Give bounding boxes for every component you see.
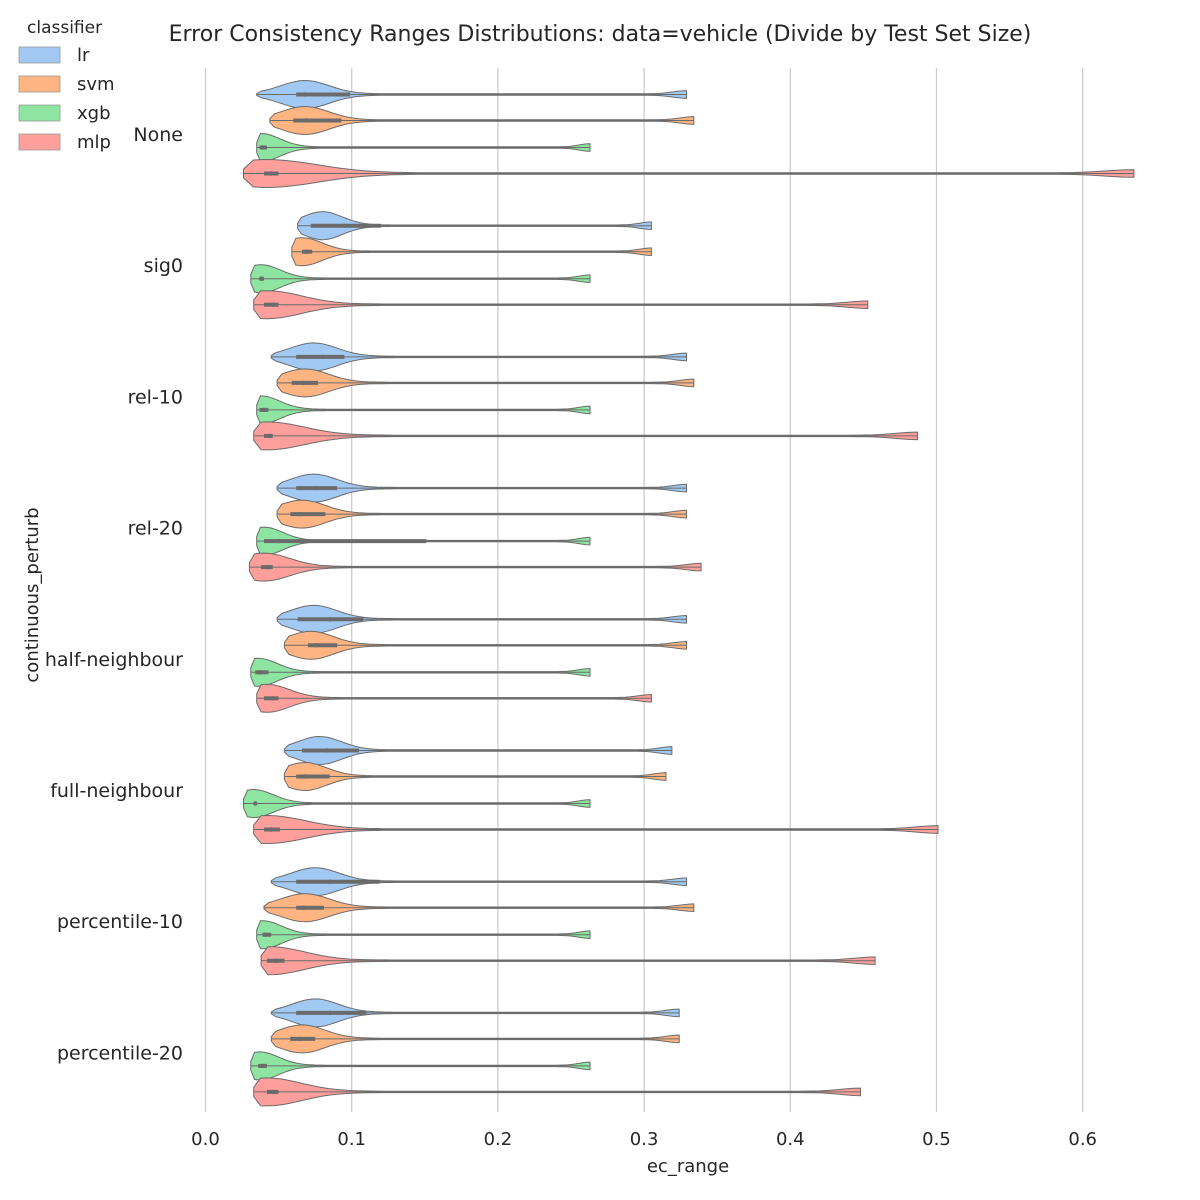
violin-xgb-percentile-10: [256, 920, 591, 950]
legend: classifier lr svm xgb mlp: [18, 18, 115, 153]
violin-median-point: [269, 827, 274, 832]
violin-xgb-rel-20: [256, 526, 591, 556]
violin-median-point: [260, 1063, 265, 1069]
violin-lr-rel-20: [276, 473, 687, 503]
violin-lr-sig0: [297, 211, 652, 241]
violin-median-point: [304, 249, 309, 254]
violin-median-point: [270, 302, 275, 307]
y-tick-label: percentile-10: [57, 911, 183, 933]
violin-svm-full-neighbour: [283, 761, 667, 792]
violin-mlp-percentile-10: [260, 946, 876, 976]
legend-swatch-lr: [18, 46, 61, 64]
violin-lr-half-neighbour: [276, 604, 687, 634]
violin-svm-percentile-10: [263, 893, 695, 923]
violin-median-point: [261, 407, 267, 413]
violin-mlp-rel-10: [253, 421, 918, 451]
violin-median-point: [266, 564, 271, 570]
violin-median-point: [273, 958, 278, 963]
violin-median-point: [327, 617, 332, 622]
y-tick-label: None: [133, 124, 183, 146]
violin-svm-half-neighbour: [283, 630, 687, 660]
legend-label-svm: svm: [77, 74, 115, 95]
violin-svm-percentile-20: [270, 1024, 680, 1054]
violin-xgb-None: [256, 132, 591, 163]
x-axis-label: ec_range: [647, 1156, 729, 1177]
violin-plots: [243, 79, 1135, 1107]
y-tick-label: percentile-20: [57, 1042, 183, 1064]
legend-label-lr: lr: [77, 45, 90, 66]
violin-xgb-half-neighbour: [250, 657, 591, 687]
violin-mlp-sig0: [253, 290, 869, 320]
x-tick-label: 0.0: [191, 1129, 220, 1150]
violin-median-point: [276, 538, 281, 544]
x-tick-label: 0.5: [922, 1129, 951, 1150]
violin-median-point: [301, 905, 306, 910]
violin-lr-percentile-10: [270, 867, 687, 897]
violin-median-point: [258, 276, 264, 281]
y-tick-label: sig0: [144, 255, 183, 277]
violin-xgb-percentile-20: [250, 1051, 591, 1081]
violin-median-point: [267, 433, 273, 439]
violin-lr-rel-10: [270, 342, 687, 372]
x-tick-label: 0.1: [337, 1129, 366, 1150]
violin-median-point: [270, 696, 275, 701]
grid-lines: [204, 68, 1084, 1112]
violin-mlp-percentile-20: [253, 1077, 861, 1107]
y-axis-label: continuous_perturb: [22, 507, 43, 682]
legend-swatch-mlp: [18, 133, 61, 151]
legend-label-xgb: xgb: [77, 103, 111, 124]
violin-median-point: [298, 511, 303, 517]
violin-svm-rel-10: [276, 368, 695, 398]
violin-lr-None: [256, 79, 687, 110]
violin-median-point: [302, 774, 308, 779]
axes: 0.0 0.1 0.2 0.3 0.4 0.5 0.6 None sig0 rel-10 rel-2…: [45, 124, 1097, 1150]
violin-xgb-rel-10: [256, 395, 591, 425]
violin-median-point: [270, 1089, 275, 1095]
x-tick-label: 0.2: [484, 1129, 513, 1150]
y-tick-label: rel-10: [128, 386, 183, 408]
y-tick-label: full-neighbour: [50, 780, 183, 802]
violin-lr-full-neighbour: [283, 735, 673, 766]
violin-median-point: [320, 354, 325, 360]
violin-median-point: [342, 223, 347, 228]
violin-svm-rel-20: [276, 499, 687, 529]
x-tick-label: 0.3: [630, 1129, 659, 1150]
violin-median-point: [314, 643, 319, 648]
y-tick-label: half-neighbour: [45, 649, 183, 671]
violin-median-point: [257, 670, 262, 675]
violin-median-point: [253, 801, 258, 806]
violin-mlp-None: [243, 158, 1135, 189]
violin-median-point: [327, 1010, 332, 1016]
violin-svm-sig0: [291, 237, 652, 267]
violin-svm-None: [269, 106, 695, 135]
legend-title: classifier: [27, 18, 102, 38]
violin-median-point: [327, 879, 332, 884]
violin-median-point: [324, 748, 330, 753]
violin-median-point: [302, 92, 308, 97]
violin-lr-percentile-20: [270, 998, 680, 1028]
violin-median-point: [298, 1036, 303, 1042]
violin-xgb-full-neighbour: [243, 788, 591, 819]
legend-swatch-svm: [18, 75, 61, 93]
y-tick-label: rel-20: [128, 518, 183, 540]
legend-label-mlp: mlp: [77, 132, 111, 153]
violin-xgb-sig0: [250, 264, 591, 294]
violin-median-point: [304, 118, 309, 123]
violin-median-point: [260, 145, 265, 150]
x-tick-label: 0.4: [776, 1129, 805, 1150]
violin-mlp-full-neighbour: [253, 814, 939, 845]
x-tick-label: 0.6: [1068, 1129, 1097, 1150]
violin-median-point: [301, 380, 306, 386]
chart-title: Error Consistency Ranges Distributions: …: [169, 22, 1032, 47]
violin-median-point: [314, 485, 319, 491]
violin-median-point: [263, 932, 268, 937]
violin-mlp-half-neighbour: [256, 683, 652, 713]
violin-mlp-rel-20: [248, 552, 702, 582]
violin-median-point: [269, 171, 274, 176]
legend-swatch-xgb: [18, 104, 61, 122]
